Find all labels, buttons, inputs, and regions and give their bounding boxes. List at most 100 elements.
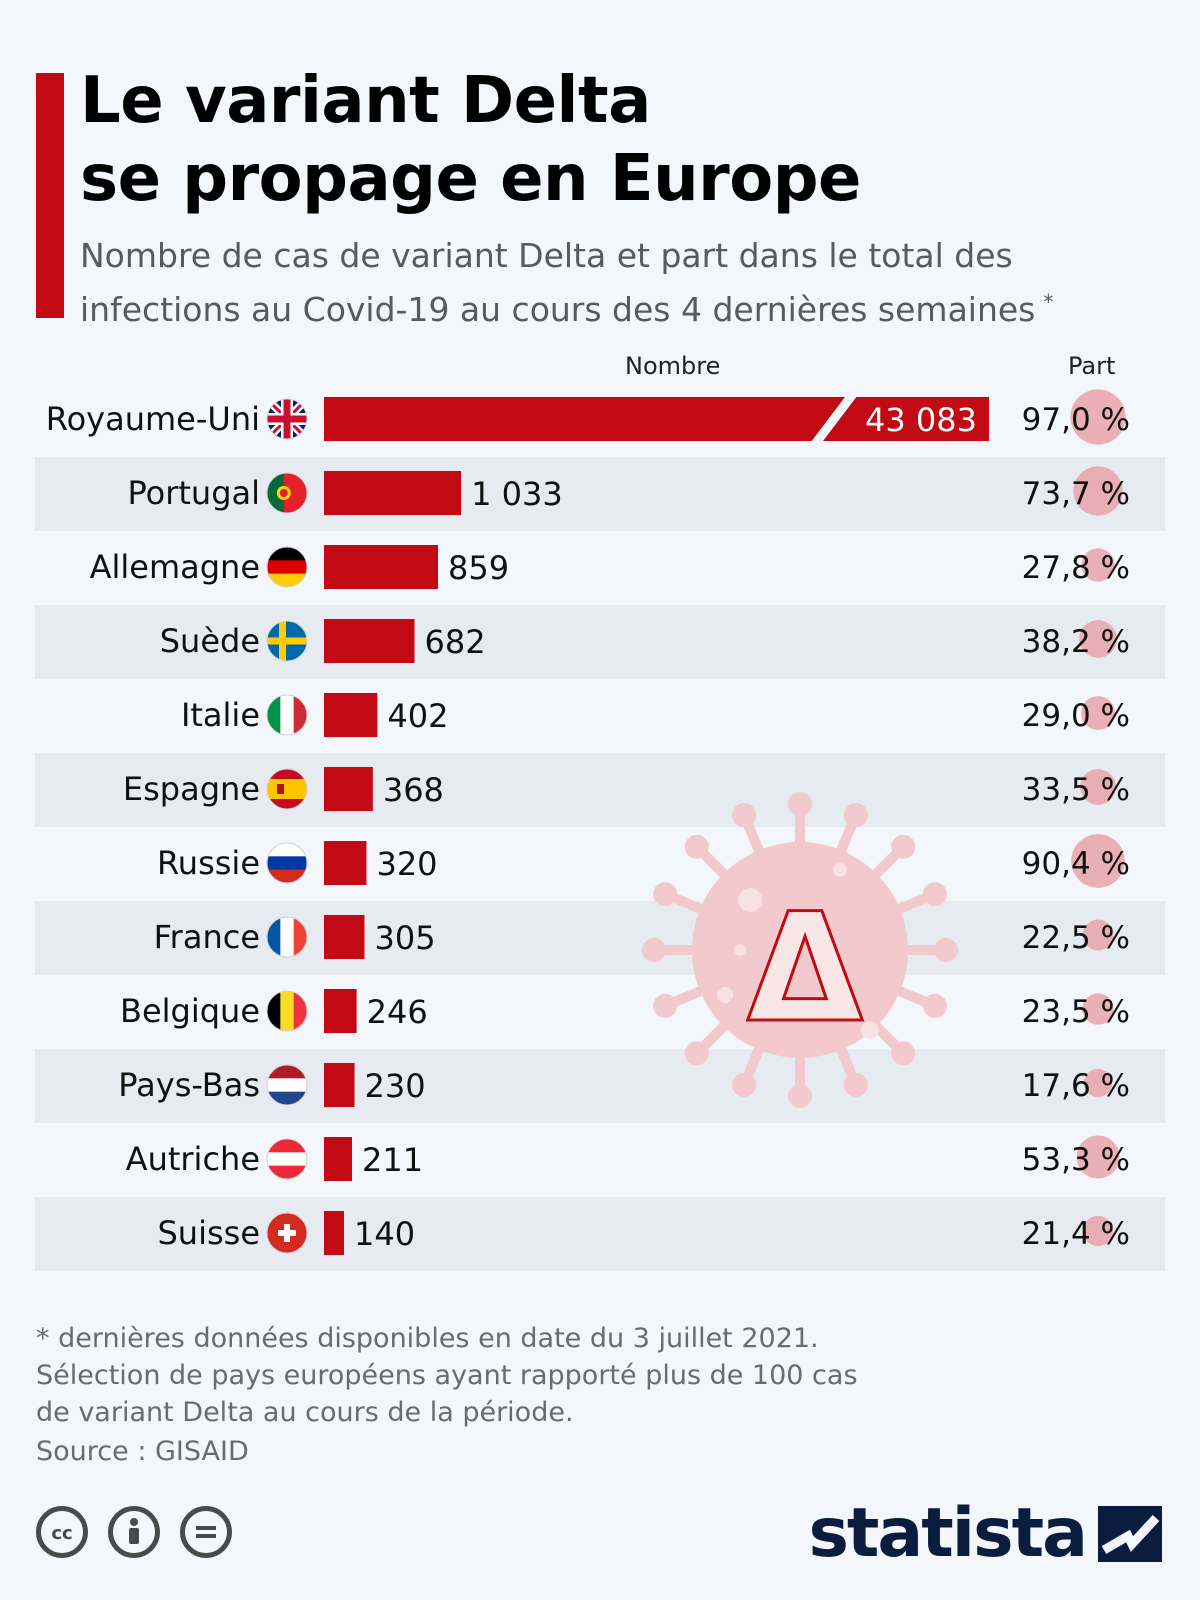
value-label: 246: [367, 993, 428, 1031]
source-note: Source : GISAID: [36, 1436, 249, 1467]
share-label: 17,6 %: [1022, 1068, 1130, 1104]
country-label: Espagne: [123, 770, 260, 808]
value-label: 140: [354, 1215, 415, 1253]
share-label: 29,0 %: [1022, 698, 1130, 734]
table-row: Belgique 246 23,5 %: [120, 989, 1130, 1033]
share-bubble: [1073, 466, 1123, 516]
belgium-flag-icon: [266, 990, 308, 1032]
footnote: * dernières données disponibles en date …: [36, 1320, 936, 1431]
table-row: Pays-Bas 230 17,6 %: [35, 1049, 1165, 1123]
share-label: 22,5 %: [1022, 920, 1130, 956]
subtitle-asterisk: *: [1043, 290, 1054, 314]
statista-mark-icon: [1098, 1506, 1162, 1562]
bar: [324, 989, 357, 1033]
value-label: 230: [365, 1067, 426, 1105]
column-header-part: Part: [1068, 352, 1116, 380]
footnote-line-3: de variant Delta au cours de la période.: [36, 1397, 574, 1428]
axis-break: [805, 383, 863, 455]
footnote-line-2: Sélection de pays européens ayant rappor…: [36, 1360, 858, 1391]
bar: [324, 915, 365, 959]
share-label: 21,4 %: [1022, 1216, 1130, 1252]
subtitle-line-2-text: infections au Covid-19 au cours des 4 de…: [80, 290, 1036, 329]
austria-flag-icon: [266, 1138, 308, 1180]
spain-flag-icon: [266, 768, 308, 810]
share-bubble: [1082, 919, 1114, 951]
table-row: Suisse 140 21,4 %: [35, 1197, 1165, 1271]
share-bubble: [1079, 620, 1117, 658]
statista-logo[interactable]: statista: [808, 1500, 1162, 1568]
bar: [324, 545, 438, 589]
bar-chart: Royaume-Uni 43 083 97,0 % Portugal 1 033 73,7…: [35, 383, 1165, 1271]
country-label: Pays-Bas: [118, 1066, 260, 1104]
table-row: Espagne 368 33,5 %: [35, 753, 1165, 827]
row-stripe: [35, 1197, 1165, 1271]
share-label: 38,2 %: [1022, 624, 1130, 660]
footnote-line-1: * dernières données disponibles en date …: [36, 1323, 819, 1354]
share-bubble: [1081, 548, 1115, 582]
share-bubble: [1082, 1215, 1114, 1247]
row-stripe: [35, 457, 1165, 531]
italy-flag-icon: [266, 694, 308, 736]
table-row: Autriche 211 53,3 %: [126, 1135, 1130, 1181]
nd-icon[interactable]: [180, 1506, 232, 1558]
value-label: 43 083: [865, 401, 977, 439]
subtitle-line-1: Nombre de cas de variant Delta et part d…: [80, 236, 1013, 275]
country-label: Portugal: [127, 474, 260, 512]
country-label: France: [154, 918, 260, 956]
country-label: Allemagne: [90, 548, 260, 586]
chart-title: Le variant Delta se propage en Europe: [80, 62, 861, 218]
country-label: Autriche: [126, 1140, 260, 1178]
table-row: Portugal 1 033 73,7 %: [35, 457, 1165, 531]
share-bubble: [1076, 1135, 1120, 1179]
brand-name: statista: [808, 1494, 1088, 1573]
row-stripe: [35, 1049, 1165, 1123]
netherlands-flag-icon: [266, 1064, 308, 1106]
share-bubble: [1080, 769, 1116, 805]
subtitle-line-2: infections au Covid-19 au cours des 4 de…: [80, 279, 1180, 333]
table-row: Italie 402 29,0 %: [181, 693, 1130, 737]
russia-flag-icon: [266, 842, 308, 884]
share-label: 73,7 %: [1022, 476, 1130, 512]
country-label: Royaume-Uni: [46, 400, 260, 438]
row-stripe: [35, 901, 1165, 975]
share-bubble: [1083, 1068, 1113, 1098]
row-stripe: [35, 605, 1165, 679]
share-bubble: [1071, 834, 1125, 888]
virus-icon: Δ: [642, 792, 958, 1108]
country-label: Suède: [160, 622, 260, 660]
country-label: Suisse: [157, 1214, 260, 1252]
country-label: Russie: [157, 844, 260, 882]
share-bubble: [1082, 993, 1114, 1025]
title-line-2: se propage en Europe: [80, 142, 861, 216]
share-label: 33,5 %: [1022, 772, 1130, 808]
switzerland-flag-icon: [266, 1212, 308, 1254]
value-label: 320: [376, 845, 437, 883]
value-label: 402: [387, 697, 448, 735]
row-stripe: [35, 753, 1165, 827]
table-row: Russie 320 90,4 %: [157, 834, 1130, 888]
bar: [324, 397, 989, 441]
title-line-1: Le variant Delta: [80, 64, 651, 138]
share-label: 53,3 %: [1022, 1142, 1130, 1178]
by-icon[interactable]: [108, 1506, 160, 1558]
share-label: 90,4 %: [1022, 846, 1130, 882]
bar: [324, 1063, 355, 1107]
share-label: 23,5 %: [1022, 994, 1130, 1030]
value-label: 1 033: [471, 475, 563, 513]
table-row: Suède 682 38,2 %: [35, 605, 1165, 679]
sweden-flag-icon: [266, 620, 308, 662]
share-label: 27,8 %: [1022, 550, 1130, 586]
france-flag-icon: [266, 916, 308, 958]
value-label: 211: [362, 1141, 423, 1179]
value-label: 682: [425, 623, 486, 661]
share-label: 97,0 %: [1022, 402, 1130, 438]
bar: [324, 767, 373, 811]
value-label: 305: [374, 919, 435, 957]
uk-flag-icon: [266, 398, 308, 440]
germany-flag-icon: [266, 546, 308, 588]
cc-icon[interactable]: cc: [36, 1506, 88, 1558]
bar: [324, 471, 462, 515]
country-label: Belgique: [120, 992, 260, 1030]
title-accent-bar: [36, 73, 64, 318]
bar: [324, 1137, 353, 1181]
